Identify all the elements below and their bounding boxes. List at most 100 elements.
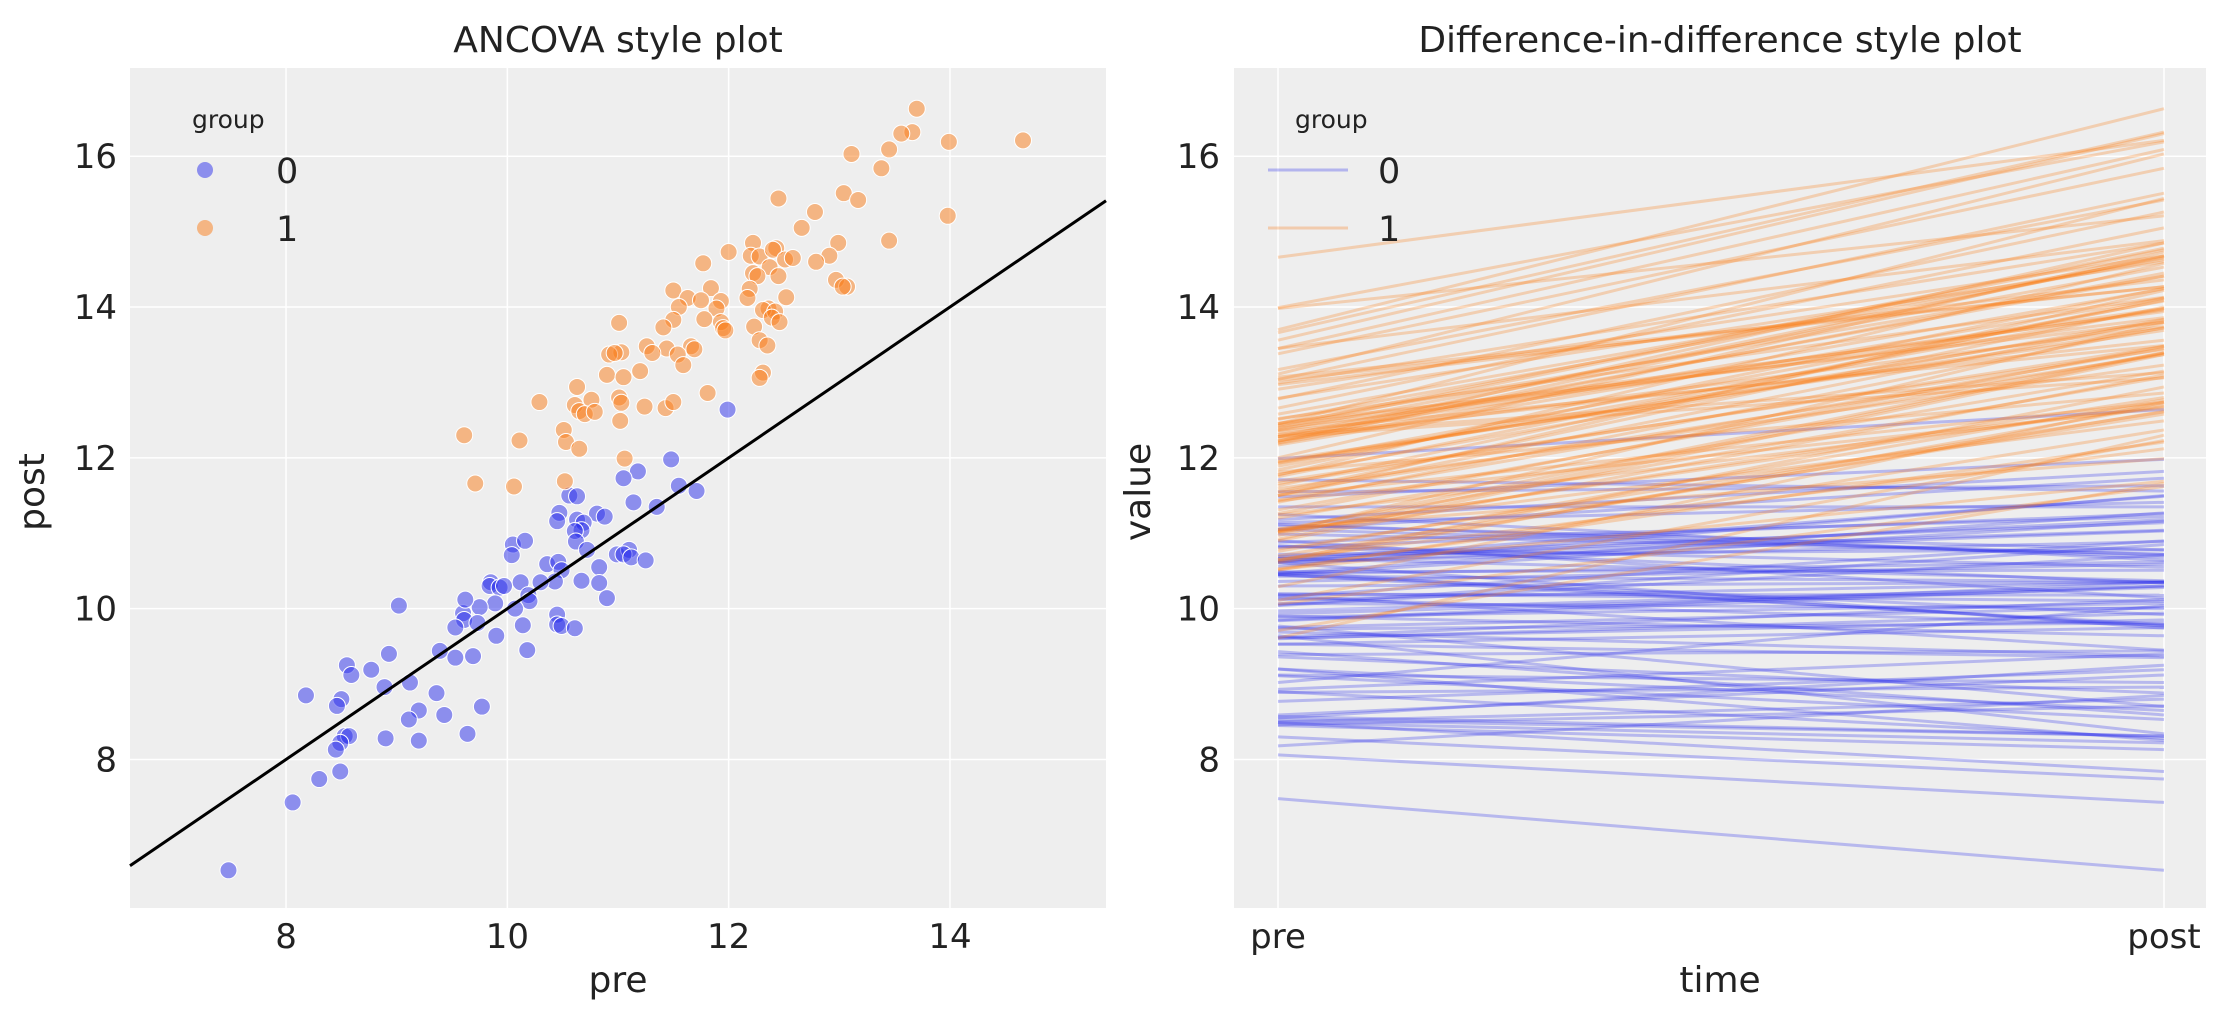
point-group-0 <box>327 696 346 715</box>
line-group-1 <box>1277 373 2165 543</box>
line-group-0 <box>1277 574 2165 584</box>
line-group-1 <box>1277 246 2165 427</box>
line-group-1 <box>1277 347 2165 502</box>
line-group-1 <box>1277 147 2165 350</box>
point-group-1 <box>849 190 868 209</box>
line-group-1 <box>1277 433 2165 640</box>
line-group-0 <box>1277 605 2165 629</box>
point-group-0 <box>435 705 454 724</box>
y-tick-label: 10 <box>74 590 117 630</box>
line-group-0 <box>1277 539 2165 600</box>
line-group-1 <box>1277 278 2165 387</box>
line-group-1 <box>1277 409 2165 562</box>
line-group-1 <box>1277 308 2165 436</box>
line-group-1 <box>1277 320 2165 465</box>
x-tick-label-post: post <box>2127 917 2200 957</box>
line-group-1 <box>1277 166 2165 356</box>
line-group-1 <box>1277 344 2165 485</box>
point-group-1 <box>585 402 604 421</box>
line-group-0 <box>1277 570 2165 628</box>
line-group-0 <box>1277 518 2165 563</box>
x-tick-label: 14 <box>928 917 971 957</box>
line-group-1 <box>1277 298 2165 479</box>
point-group-0 <box>389 596 408 615</box>
line-group-1 <box>1277 316 2165 430</box>
line-group-0 <box>1277 484 2165 494</box>
line-group-0 <box>1277 543 2165 607</box>
line-group-1 <box>1277 353 2165 541</box>
line-group-0 <box>1277 584 2165 613</box>
line-group-0 <box>1277 593 2165 652</box>
point-group-0 <box>624 493 643 512</box>
line-group-1 <box>1277 318 2165 498</box>
line-group-0 <box>1277 527 2165 556</box>
line-group-1 <box>1277 405 2165 517</box>
point-group-1 <box>880 140 899 159</box>
line-group-1 <box>1277 343 2165 433</box>
reference-line <box>129 199 1107 868</box>
line-group-0 <box>1277 697 2165 724</box>
point-group-1 <box>643 344 662 363</box>
y-tick-label: 12 <box>1177 439 1220 479</box>
line-group-1 <box>1277 196 2165 426</box>
line-group-1 <box>1277 457 2165 531</box>
point-group-0 <box>565 619 584 638</box>
line-group-0 <box>1277 560 2165 576</box>
point-group-1 <box>807 252 826 271</box>
line-group-0 <box>1277 469 2165 522</box>
plot-background <box>1234 68 2206 908</box>
point-group-0 <box>296 686 315 705</box>
line-group-1 <box>1277 439 2165 602</box>
line-group-1 <box>1277 400 2165 498</box>
line-group-1 <box>1277 481 2165 632</box>
line-group-0 <box>1277 540 2165 564</box>
legend-label-1: 1 <box>276 210 298 250</box>
legend-label-0: 0 <box>1378 152 1400 192</box>
line-group-1 <box>1277 307 2165 468</box>
point-group-1 <box>907 99 926 118</box>
point-group-1 <box>674 356 693 375</box>
point-group-0 <box>597 589 616 608</box>
point-group-1 <box>792 218 811 237</box>
y-tick-label: 12 <box>74 439 117 479</box>
line-group-1 <box>1277 138 2165 259</box>
line-group-1 <box>1277 239 2165 350</box>
point-group-1 <box>805 203 824 222</box>
point-group-0 <box>590 574 609 593</box>
line-group-0 <box>1277 592 2165 603</box>
legend-title: group <box>1295 105 1368 134</box>
point-group-1 <box>664 281 683 300</box>
point-group-1 <box>738 288 757 307</box>
line-group-0 <box>1277 528 2165 560</box>
line-group-0 <box>1277 544 2165 569</box>
line-group-0 <box>1277 717 2165 738</box>
line-group-0 <box>1277 667 2165 712</box>
line-group-1 <box>1277 351 2165 537</box>
line-group-1 <box>1277 401 2165 533</box>
line-group-1 <box>1277 254 2165 445</box>
line-group-0 <box>1277 625 2165 646</box>
point-group-0 <box>516 531 535 550</box>
line-group-1 <box>1277 353 2165 495</box>
line-group-0 <box>1277 548 2165 556</box>
line-group-1 <box>1277 363 2165 491</box>
line-group-1 <box>1277 256 2165 416</box>
line-group-0 <box>1277 797 2165 872</box>
line-group-0 <box>1277 601 2165 611</box>
point-group-0 <box>342 666 361 685</box>
grid <box>1234 68 2206 908</box>
line-group-1 <box>1277 285 2165 382</box>
line-group-0 <box>1277 562 2165 584</box>
point-group-1 <box>701 279 720 298</box>
line-group-1 <box>1277 107 2165 332</box>
line-group-0 <box>1277 553 2165 608</box>
point-group-0 <box>513 616 532 635</box>
line-group-0 <box>1277 598 2165 639</box>
point-group-0 <box>636 551 655 570</box>
point-group-0 <box>687 482 706 501</box>
point-group-0 <box>427 684 446 703</box>
line-group-0 <box>1277 721 2165 774</box>
point-group-1 <box>842 144 861 163</box>
